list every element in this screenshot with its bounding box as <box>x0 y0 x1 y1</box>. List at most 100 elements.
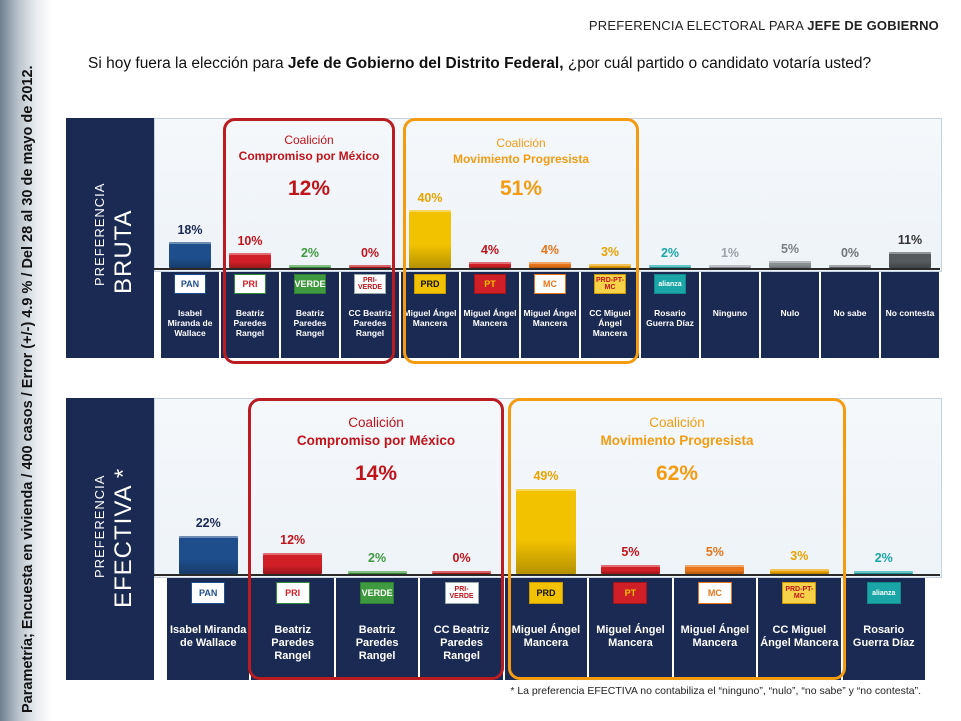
coalition-box-progresista <box>508 398 846 680</box>
question-pre: Si hoy fuera la elección para <box>88 55 288 72</box>
category-cell: MC Miguel Ángel Mancera <box>673 578 757 680</box>
category-cell: PRD Miguel Ángel Mancera <box>401 272 459 358</box>
party-logo-icon: PRI <box>275 582 310 604</box>
category-name: Miguel Ángel Mancera <box>511 624 581 650</box>
category-cell: alianza Rosario Guerra Díaz <box>641 272 699 358</box>
baseline-bruta <box>154 268 940 270</box>
category-name: Beatriz Paredes Rangel <box>233 308 267 339</box>
bar <box>649 265 691 268</box>
category-cell: PAN Isabel Miranda de Wallace <box>167 578 250 680</box>
data-label: 5% <box>621 545 640 560</box>
data-label: 40% <box>417 190 443 205</box>
coalition-total-progresista: 62% <box>655 462 699 485</box>
party-logo-icon: PRD <box>414 274 446 294</box>
bar <box>516 488 576 574</box>
bar <box>169 241 211 268</box>
category-name: Isabel Miranda de Wallace <box>170 624 247 650</box>
category-name: Miguel Ángel Mancera <box>596 624 665 650</box>
category-cell: PT Miguel Ángel Mancera <box>589 578 672 680</box>
panel-label-small: PREFERENCIA <box>92 182 107 286</box>
category-cell: PT Miguel Ángel Mancera <box>461 272 519 358</box>
data-label: 1% <box>720 246 740 260</box>
coalition-title-line2: Movimiento Progresista <box>452 152 590 167</box>
data-label: 11% <box>897 232 923 247</box>
category-name: CC Beatriz Paredes Rangel <box>433 624 490 663</box>
data-label: 5% <box>705 545 724 560</box>
coalition-box-compromiso <box>223 118 395 364</box>
party-logo-icon: alianza <box>866 582 901 604</box>
bar <box>349 265 391 268</box>
party-logo-icon: PRD <box>528 582 563 604</box>
party-logo-icon: PAN <box>174 274 206 294</box>
party-logo-icon: PRD-PT-MC <box>594 274 626 294</box>
party-logo-icon: PT <box>613 582 648 604</box>
category-cell: PRD Miguel Ángel Mancera <box>504 578 588 680</box>
coalition-total-compromiso: 14% <box>354 462 398 485</box>
coalition-title-compromiso: Coalición Compromiso por México <box>248 414 504 450</box>
data-label: 10% <box>237 234 263 249</box>
coalition-title-line1: Coalición <box>348 415 404 430</box>
coalition-title-line2: Movimiento Progresista <box>600 433 754 449</box>
footnote: * La preferencia EFECTIVA no contabiliza… <box>510 685 921 697</box>
data-label: 12% <box>280 533 306 548</box>
category-name: Beatriz Paredes Rangel <box>355 624 399 663</box>
bar <box>289 265 331 268</box>
panel-label-efectiva: PREFERENCIA EFECTIVA * <box>66 398 154 680</box>
data-label: 0% <box>452 551 471 565</box>
category-name: Miguel Ángel Mancera <box>523 308 577 329</box>
bar <box>600 565 660 574</box>
category-name: CC Beatriz Paredes Rangel <box>348 308 392 339</box>
bar <box>432 571 492 574</box>
category-name: Ninguno <box>712 308 748 318</box>
bar <box>229 253 271 268</box>
party-logo-icon: VERDE <box>294 274 326 294</box>
party-logo-icon: PAN <box>191 582 226 604</box>
bar <box>769 260 811 268</box>
bar <box>709 265 751 268</box>
data-label: 3% <box>790 548 809 563</box>
coalition-title-line2: Compromiso por México <box>238 149 380 164</box>
data-label: 2% <box>368 550 387 565</box>
data-label: 2% <box>660 246 680 260</box>
coalition-title-progresista: Coalición Movimiento Progresista <box>508 414 846 450</box>
coalition-total-progresista: 51% <box>499 177 543 200</box>
party-logo-icon: MC <box>534 274 566 294</box>
coalition-box-compromiso <box>248 398 504 680</box>
data-label: 4% <box>480 243 500 258</box>
coalition-title-line2: Compromiso por México <box>296 433 456 449</box>
panel-label-big: EFECTIVA * <box>110 467 137 608</box>
bar <box>889 251 931 268</box>
category-cell: PRD-PT-MC CC Miguel Ángel Mancera <box>758 578 841 680</box>
data-label: 5% <box>780 241 800 256</box>
bar <box>829 265 871 268</box>
data-label: 49% <box>533 468 559 483</box>
page-title-prefix: PREFERENCIA ELECTORAL PARA <box>588 18 808 33</box>
coalition-total-compromiso: 12% <box>287 177 331 200</box>
category-cell: PRD-PT-MC CC Miguel Ángel Mancera <box>581 272 639 358</box>
category-cell: VERDE Beatriz Paredes Rangel <box>335 578 419 680</box>
category-name: No contesta <box>885 308 935 318</box>
data-label: 4% <box>540 243 560 258</box>
coalition-title-line1: Coalición <box>284 133 334 147</box>
data-label: 0% <box>360 246 380 260</box>
bar <box>347 570 407 574</box>
category-name: Rosario Guerra Díaz <box>646 308 694 329</box>
question-bold: Jefe de Gobierno del Distrito Federal, <box>287 55 564 72</box>
party-logo-icon: PRD-PT-MC <box>782 582 817 604</box>
bar <box>529 262 571 268</box>
category-cell: PRI Beatriz Paredes Rangel <box>221 272 279 358</box>
category-name: No sabe <box>833 308 867 318</box>
question-post: ¿por cuál partido o candidato votaría us… <box>563 55 872 72</box>
category-cell: No contesta <box>881 272 939 358</box>
party-logo-icon: PRI-VERDE <box>444 582 479 604</box>
coalition-box-progresista <box>403 118 639 364</box>
category-name: Miguel Ángel Mancera <box>680 624 750 650</box>
party-logo-icon: MC <box>697 582 732 604</box>
category-name: CC Miguel Ángel Mancera <box>760 624 839 650</box>
plot-area-bruta <box>154 118 942 272</box>
coalition-title-line1: Coalición <box>649 415 705 430</box>
data-label: 2% <box>300 246 320 260</box>
category-name: Beatriz Paredes Rangel <box>271 624 315 663</box>
category-cell: PRI-VERDE CC Beatriz Paredes Rangel <box>341 272 399 358</box>
bar <box>769 568 829 574</box>
